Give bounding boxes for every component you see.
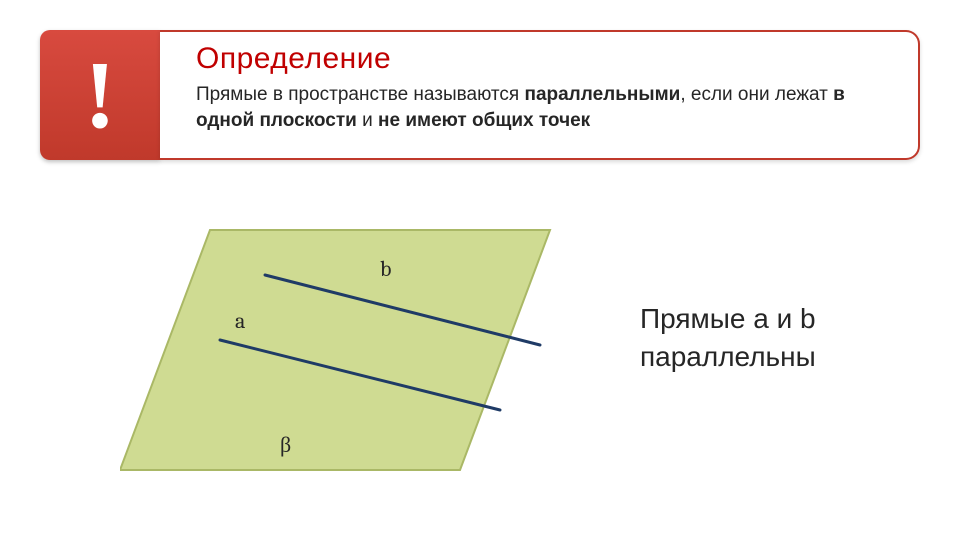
plane-figure: a b β (120, 200, 560, 500)
plane-svg (120, 200, 560, 500)
slide: ! Определение Прямые в пространстве назы… (0, 0, 960, 540)
exclamation-icon: ! (40, 30, 160, 160)
text-bold1: параллельными (524, 84, 680, 105)
text-mid2: и (357, 110, 378, 131)
callout-text: Прямые в пространстве называются паралле… (196, 82, 894, 133)
callout-title: Определение (196, 42, 894, 76)
label-b: b (380, 256, 391, 282)
definition-callout: ! Определение Прямые в пространстве назы… (40, 30, 920, 160)
text-mid: , если они лежат (680, 84, 833, 105)
text-pre: Прямые в пространстве называются (196, 84, 524, 105)
label-a: a (235, 308, 245, 334)
callout-body: Определение Прямые в пространстве называ… (160, 30, 920, 160)
label-beta: β (280, 432, 291, 458)
text-bold3: не имеют общих точек (378, 110, 590, 131)
caption: Прямые a и b параллельны (640, 300, 910, 376)
plane-polygon (120, 230, 550, 470)
exclamation-glyph: ! (84, 47, 116, 143)
